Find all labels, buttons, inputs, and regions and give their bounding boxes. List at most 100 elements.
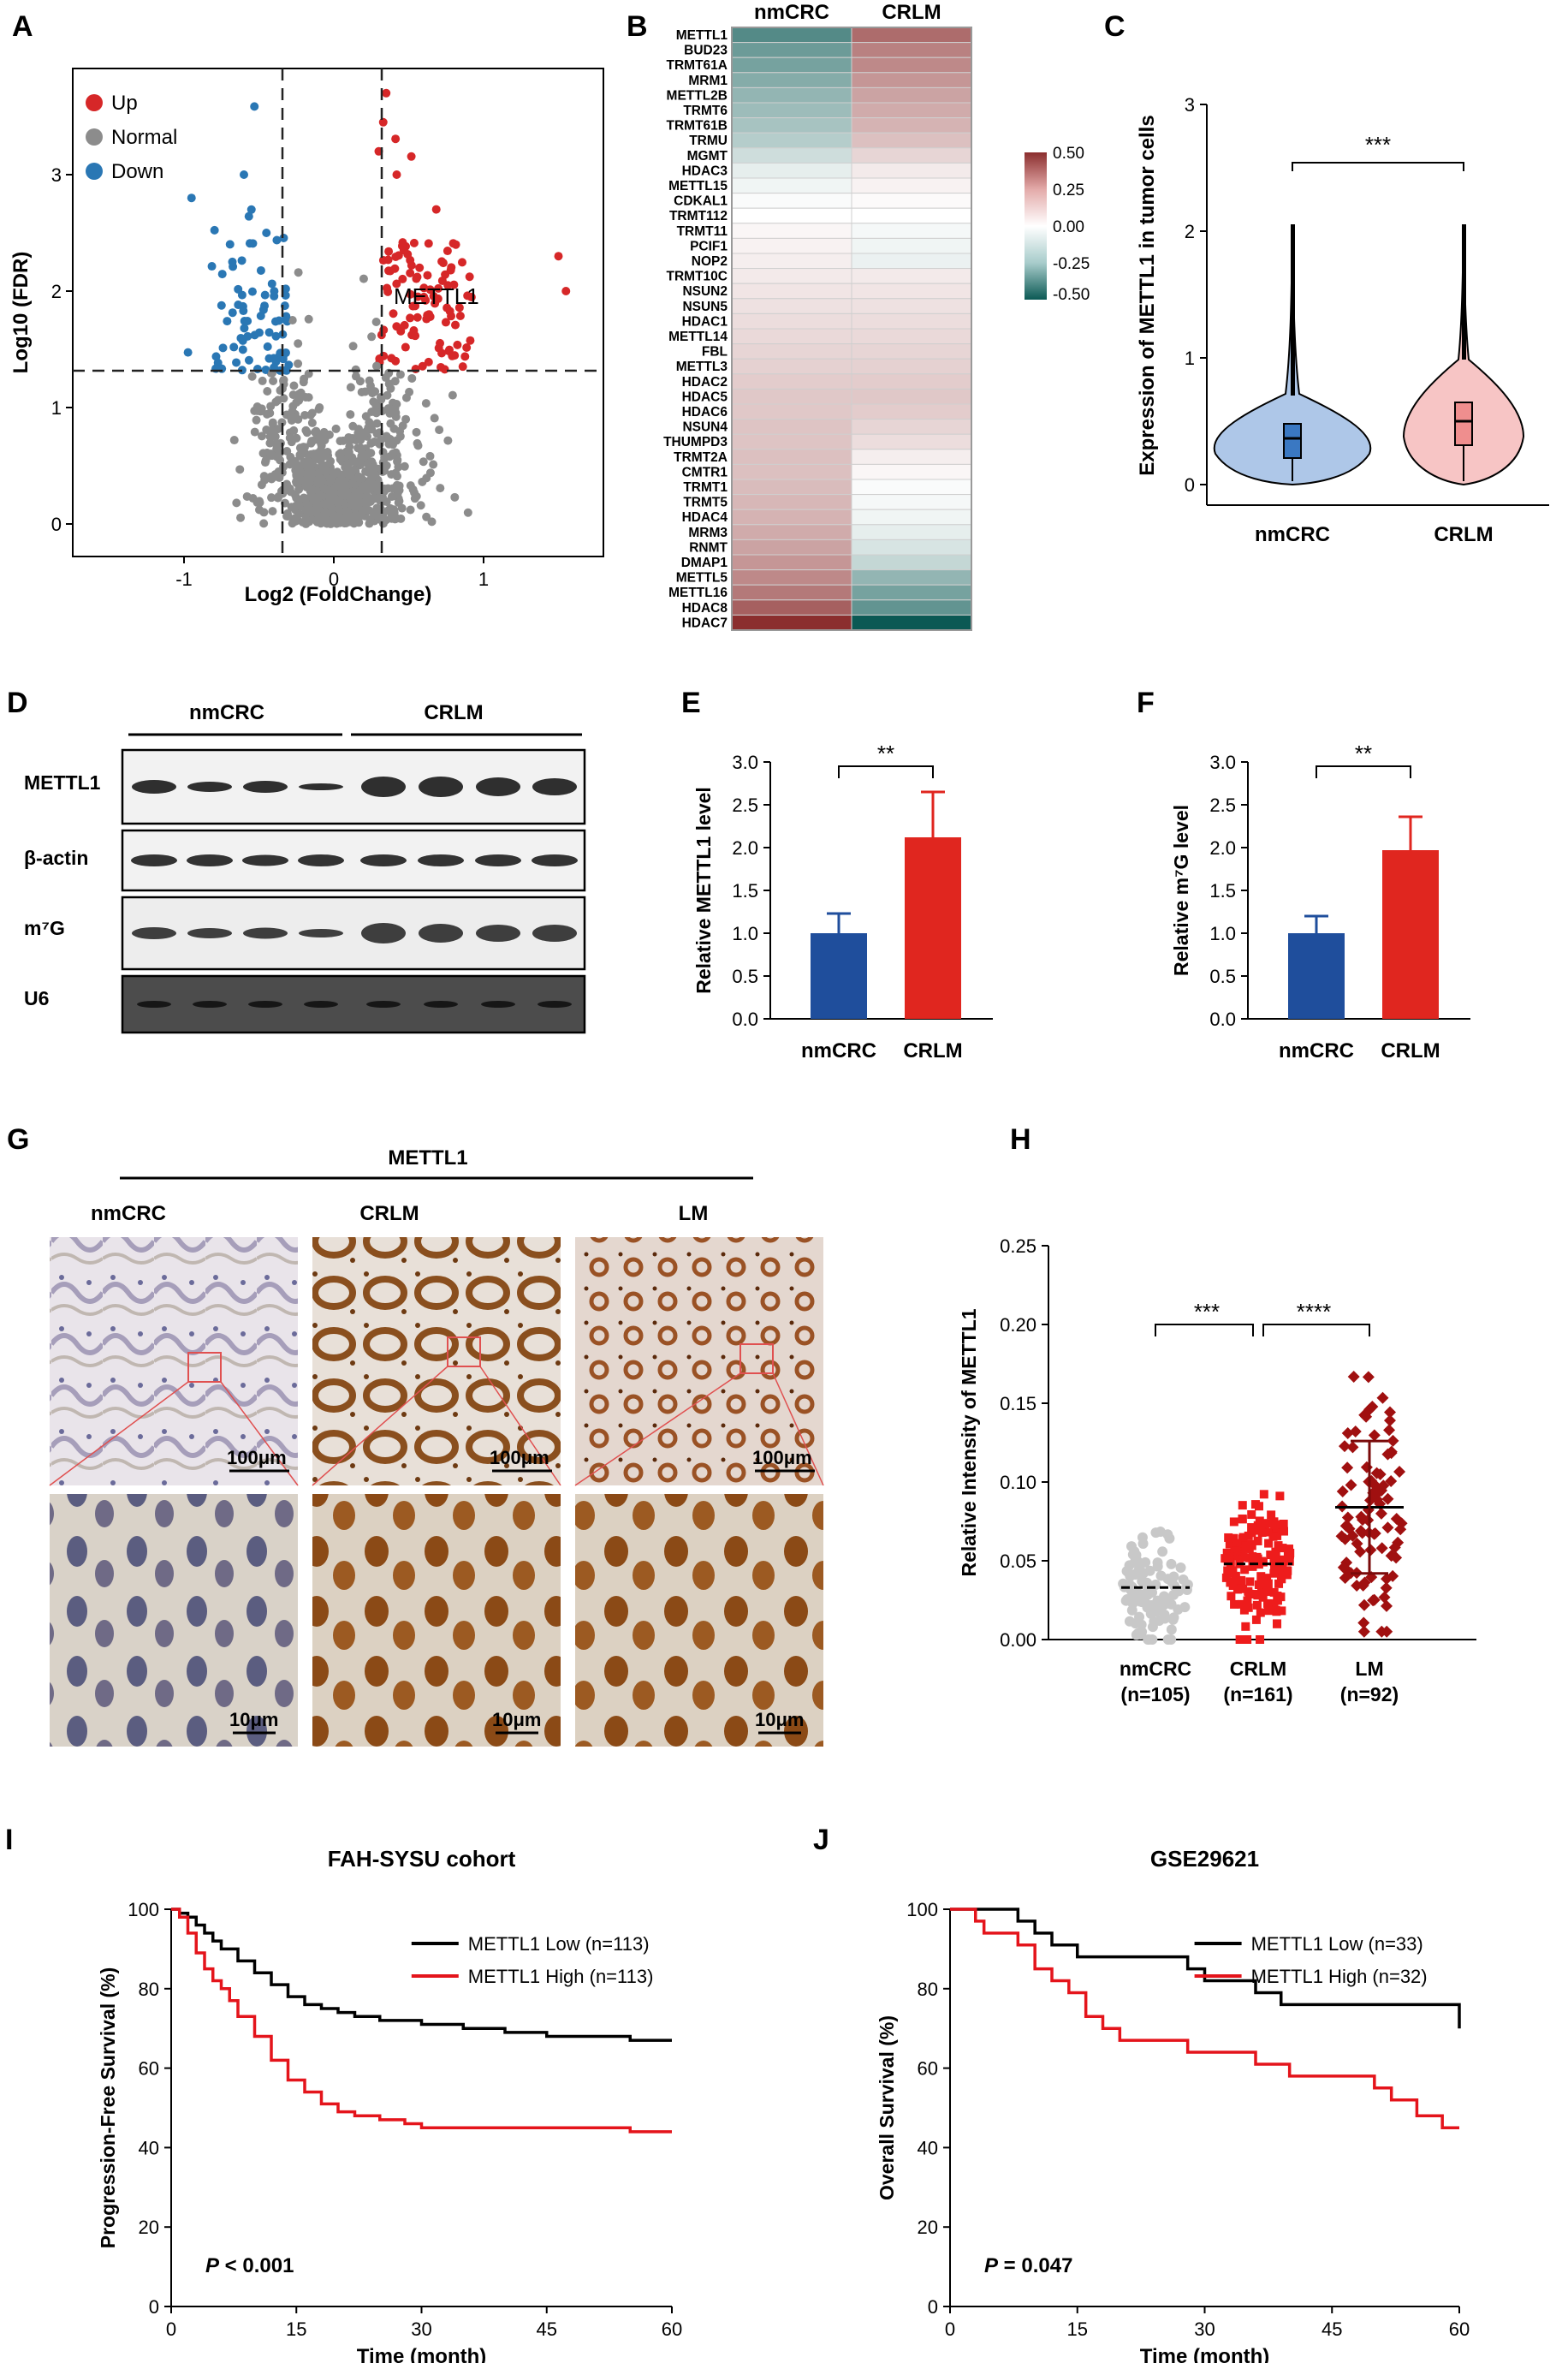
data-point	[1164, 1533, 1175, 1544]
data-point	[1137, 1597, 1148, 1608]
volcano-point-up	[389, 309, 398, 318]
volcano-point	[429, 460, 438, 469]
heatmap-cell	[851, 599, 972, 616]
chart-title: FAH-SYSU cohort	[328, 1846, 516, 1872]
data-point	[1362, 1371, 1375, 1384]
x-tick-label: CRLM	[1434, 523, 1493, 546]
data-point	[1381, 1599, 1393, 1612]
significance-bracket	[1155, 1324, 1254, 1336]
scale-label: 100μm	[227, 1447, 287, 1468]
volcano-point	[265, 432, 275, 441]
volcano-point	[365, 506, 374, 515]
volcano-point	[236, 513, 246, 522]
panel-b: B nmCRC CRLM METTL1BUD23TRMT61AMRM1METTL…	[627, 1, 1090, 631]
significance-label: **	[1355, 741, 1372, 766]
heatmap-cell	[731, 132, 852, 149]
legend-down-label: Down	[111, 160, 163, 183]
x-tick-label: nmCRC	[801, 1039, 876, 1062]
volcano-point-up	[406, 313, 415, 323]
heatmap-cell	[731, 177, 852, 194]
volcano-point	[421, 399, 431, 408]
y-axis-label: Relative METTL1 level	[692, 787, 715, 994]
volcano-point	[406, 505, 415, 515]
blot-band	[248, 1001, 282, 1008]
data-point	[1149, 1616, 1160, 1627]
data-point	[1258, 1592, 1268, 1602]
data-point	[1264, 1539, 1274, 1548]
blot-band	[242, 854, 288, 866]
heatmap-row-label: CDKAL1	[674, 194, 728, 209]
volcano-point	[401, 342, 410, 352]
data-point	[1131, 1586, 1143, 1598]
data-point	[1157, 1546, 1168, 1557]
volcano-point	[393, 457, 402, 467]
data-point	[1240, 1565, 1250, 1574]
volcano-point	[430, 414, 439, 423]
heatmap-row-label: METTL5	[676, 571, 728, 586]
data-point	[1381, 1521, 1394, 1534]
data-point	[1270, 1552, 1280, 1562]
volcano-point	[362, 450, 371, 460]
survival-curve	[171, 1908, 672, 2042]
volcano-point	[325, 488, 335, 497]
y-tick-label: 0.00	[1000, 1629, 1036, 1651]
heatmap-row-label: TRMT2A	[674, 450, 728, 465]
y-tick-label: 40	[139, 2137, 159, 2158]
volcano-point	[463, 508, 472, 517]
heatmap-cell	[851, 584, 972, 601]
volcano-point-up	[406, 289, 415, 299]
volcano-point	[425, 451, 435, 461]
heatmap-row-label: MRM3	[688, 526, 728, 540]
volcano-point	[288, 316, 297, 325]
volcano-point	[300, 476, 310, 485]
data-point	[1179, 1602, 1191, 1613]
volcano-point	[353, 473, 363, 483]
y-tick-label: 3.0	[732, 752, 758, 773]
x-tick-label: CRLM	[1230, 1658, 1286, 1680]
scale-label: 10μm	[229, 1709, 279, 1730]
volcano-point	[351, 365, 360, 374]
blot-band	[304, 1001, 338, 1008]
volcano-point-up	[466, 336, 475, 345]
volcano-point	[232, 498, 241, 508]
heatmap-row-label: HDAC2	[682, 375, 728, 390]
heatmap-row-label: PCIF1	[690, 239, 728, 253]
volcano-point	[263, 386, 272, 396]
volcano-point-up	[413, 292, 423, 301]
data-point	[1258, 1557, 1268, 1567]
volcano-point	[390, 377, 400, 386]
blot-band	[361, 777, 406, 797]
y-tick-label: 3	[51, 164, 62, 186]
heatmap-cell	[731, 237, 852, 254]
heatmap-row-label: METTL1	[676, 28, 728, 43]
volcano-point	[303, 506, 312, 515]
blot-band	[132, 780, 176, 794]
y-tick-label: 0.05	[1000, 1551, 1036, 1572]
heatmap-row-label: HDAC3	[682, 164, 728, 178]
volcano-point	[304, 314, 313, 324]
y-tick-label: 2.0	[732, 837, 758, 859]
volcano-point	[337, 470, 347, 479]
heatmap-row-label: NOP2	[692, 254, 728, 269]
y-tick-label: 2.0	[1209, 837, 1236, 859]
data-point	[1243, 1635, 1252, 1644]
volcano-point	[282, 509, 292, 518]
volcano-point	[391, 134, 401, 144]
legend-normal-marker	[86, 128, 103, 146]
data-point	[1383, 1414, 1396, 1427]
y-axis: 0 1 2 3	[51, 164, 73, 535]
volcano-point	[345, 435, 354, 444]
volcano-point-down	[237, 256, 246, 265]
volcano-point-down	[256, 265, 265, 275]
volcano-point-up	[409, 238, 419, 247]
blot-band	[366, 1001, 401, 1008]
x-tick-label: (n=92)	[1340, 1683, 1399, 1705]
volcano-point-up	[378, 256, 388, 265]
volcano-point-up	[446, 265, 455, 275]
volcano-point	[371, 317, 381, 326]
plot-frame	[72, 68, 604, 557]
volcano-point	[365, 515, 375, 524]
volcano-point-down	[244, 355, 253, 365]
blot-band	[187, 854, 233, 866]
data-point	[1175, 1562, 1186, 1574]
